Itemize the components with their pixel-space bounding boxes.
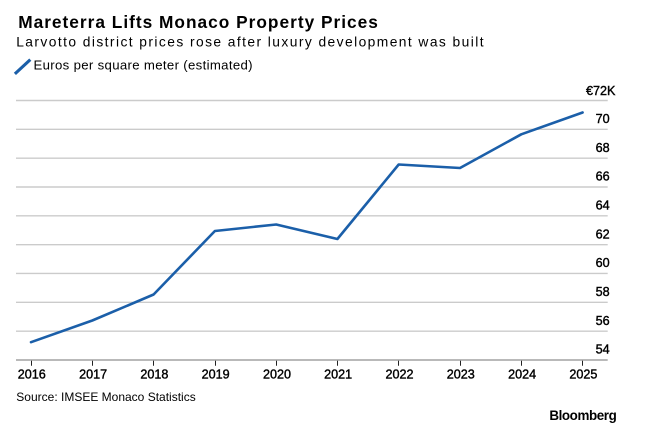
svg-text:2018: 2018 [140,368,168,382]
svg-text:2019: 2019 [202,368,230,382]
svg-text:58: 58 [596,285,610,299]
svg-text:2022: 2022 [385,368,413,382]
svg-text:2020: 2020 [263,368,291,382]
svg-text:62: 62 [596,227,610,241]
svg-text:60: 60 [596,256,610,270]
svg-text:Bloomberg: Bloomberg [549,408,616,423]
svg-text:Larvotto district prices rose: Larvotto district prices rose after luxu… [16,34,485,49]
svg-text:2021: 2021 [324,368,352,382]
svg-text:Source: IMSEE Monaco Statistic: Source: IMSEE Monaco Statistics [16,390,195,404]
svg-text:2024: 2024 [508,368,536,382]
svg-text:2023: 2023 [447,368,475,382]
svg-text:68: 68 [596,141,610,155]
svg-text:2016: 2016 [18,368,46,382]
svg-text:Mareterra Lifts Monaco Propert: Mareterra Lifts Monaco Property Prices [18,12,379,32]
svg-text:56: 56 [596,314,610,328]
svg-text:Euros per square meter (estima: Euros per square meter (estimated) [34,57,253,72]
svg-text:66: 66 [596,170,610,184]
svg-text:2017: 2017 [79,368,107,382]
svg-text:64: 64 [596,199,610,213]
svg-text:70: 70 [596,112,610,126]
svg-text:€72K: €72K [586,84,616,98]
svg-text:2025: 2025 [569,368,597,382]
svg-text:54: 54 [596,343,610,357]
